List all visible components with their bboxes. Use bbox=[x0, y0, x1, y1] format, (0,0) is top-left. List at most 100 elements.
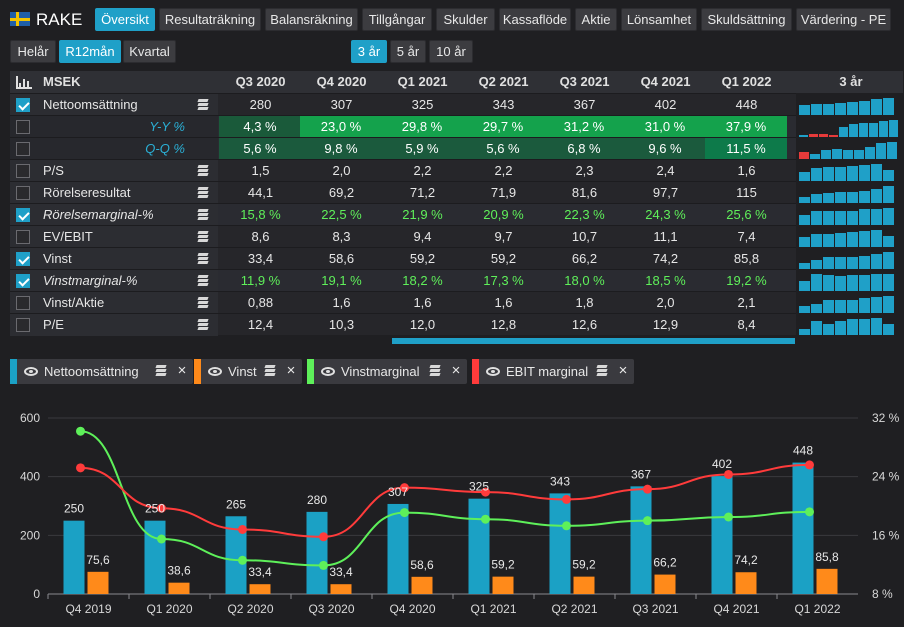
layers-icon[interactable] bbox=[197, 99, 209, 111]
legend-item-vinstmarginal[interactable]: Vinstmarginal × bbox=[307, 359, 467, 384]
bar-vinst[interactable] bbox=[249, 584, 271, 594]
bar-vinst[interactable] bbox=[330, 584, 352, 594]
line-point-vinstmarginal[interactable] bbox=[319, 560, 328, 570]
line-point-ebit-marginal[interactable] bbox=[76, 463, 85, 473]
row-checkbox[interactable] bbox=[16, 230, 30, 244]
row-checkbox[interactable] bbox=[16, 164, 30, 178]
layers-icon[interactable] bbox=[429, 365, 441, 377]
value-cell: 58,6 bbox=[328, 251, 355, 266]
bar-nettoomsättning[interactable] bbox=[468, 498, 490, 594]
line-point-ebit-marginal[interactable] bbox=[157, 503, 166, 513]
row-checkbox[interactable] bbox=[16, 98, 30, 112]
row-checkbox[interactable] bbox=[16, 274, 30, 288]
line-point-vinstmarginal[interactable] bbox=[400, 508, 409, 518]
close-icon[interactable]: × bbox=[286, 362, 296, 379]
line-point-ebit-marginal[interactable] bbox=[319, 532, 328, 542]
bar-nettoomsättning[interactable] bbox=[792, 462, 814, 594]
tab-skuldsättning[interactable]: Skuldsättning bbox=[701, 8, 792, 31]
bar-nettoomsättning[interactable] bbox=[306, 511, 328, 594]
layers-icon[interactable] bbox=[197, 209, 209, 221]
close-icon[interactable]: × bbox=[177, 362, 187, 379]
range-tab-3-år[interactable]: 3 år bbox=[351, 40, 387, 63]
line-point-ebit-marginal[interactable] bbox=[238, 524, 247, 534]
row-checkbox[interactable] bbox=[16, 120, 30, 134]
line-point-vinstmarginal[interactable] bbox=[562, 521, 571, 531]
tab-tillgångar[interactable]: Tillgångar bbox=[362, 8, 432, 31]
eye-icon[interactable] bbox=[486, 367, 500, 376]
close-icon[interactable]: × bbox=[451, 362, 461, 379]
bar-chart-icon[interactable] bbox=[16, 75, 32, 89]
line-point-ebit-marginal[interactable] bbox=[562, 494, 571, 504]
layers-icon[interactable] bbox=[197, 231, 209, 243]
layers-icon[interactable] bbox=[197, 275, 209, 287]
tab-skulder[interactable]: Skulder bbox=[436, 8, 495, 31]
bar-label: 58,6 bbox=[410, 558, 434, 572]
bar-nettoomsättning[interactable] bbox=[144, 520, 166, 594]
layers-icon[interactable] bbox=[596, 365, 608, 377]
tab-resultaträkning[interactable]: Resultaträkning bbox=[159, 8, 261, 31]
table-scrollbar[interactable] bbox=[392, 338, 795, 344]
range-tab-10-år[interactable]: 10 år bbox=[429, 40, 473, 63]
row-checkbox[interactable] bbox=[16, 318, 30, 332]
layers-icon[interactable] bbox=[197, 165, 209, 177]
sparkline-bar bbox=[859, 123, 868, 137]
line-point-vinstmarginal[interactable] bbox=[76, 426, 85, 436]
line-point-vinstmarginal[interactable] bbox=[157, 534, 166, 544]
layers-icon[interactable] bbox=[197, 297, 209, 309]
layers-icon[interactable] bbox=[264, 365, 276, 377]
bar-vinst[interactable] bbox=[168, 582, 190, 594]
line-point-ebit-marginal[interactable] bbox=[481, 487, 490, 497]
row-checkbox[interactable] bbox=[16, 252, 30, 266]
layers-icon[interactable] bbox=[197, 253, 209, 265]
legend-item-ebit-marginal[interactable]: EBIT marginal × bbox=[472, 359, 634, 384]
bar-vinst[interactable] bbox=[573, 576, 595, 594]
row-checkbox[interactable] bbox=[16, 208, 30, 222]
value-cell: 21,9 % bbox=[402, 207, 443, 222]
layers-icon[interactable] bbox=[197, 187, 209, 199]
layers-icon[interactable] bbox=[155, 365, 167, 377]
period-tab-r12mån[interactable]: R12mån bbox=[59, 40, 121, 63]
bar-nettoomsättning[interactable] bbox=[225, 516, 247, 594]
bar-vinst[interactable] bbox=[411, 576, 433, 594]
row-checkbox[interactable] bbox=[16, 186, 30, 200]
row-checkbox[interactable] bbox=[16, 296, 30, 310]
tab-aktie[interactable]: Aktie bbox=[575, 8, 617, 31]
close-icon[interactable]: × bbox=[618, 362, 628, 379]
bar-nettoomsättning[interactable] bbox=[387, 503, 409, 594]
line-point-vinstmarginal[interactable] bbox=[643, 516, 652, 526]
line-point-vinstmarginal[interactable] bbox=[724, 512, 733, 522]
period-tab-helår[interactable]: Helår bbox=[10, 40, 56, 63]
line-point-ebit-marginal[interactable] bbox=[643, 484, 652, 494]
bar-nettoomsättning[interactable] bbox=[549, 493, 571, 594]
tab-balansräkning[interactable]: Balansräkning bbox=[265, 8, 358, 31]
line-point-ebit-marginal[interactable] bbox=[805, 460, 814, 470]
layers-icon[interactable] bbox=[197, 319, 209, 331]
bar-vinst[interactable] bbox=[816, 568, 838, 594]
sparkline-bar bbox=[835, 192, 846, 203]
tab-värdering-pe[interactable]: Värdering - PE bbox=[796, 8, 891, 31]
bar-nettoomsättning[interactable] bbox=[63, 520, 85, 594]
legend-item-vinst[interactable]: Vinst × bbox=[194, 359, 302, 384]
bar-nettoomsättning[interactable] bbox=[711, 476, 733, 594]
line-point-ebit-marginal[interactable] bbox=[724, 469, 733, 479]
bar-vinst[interactable] bbox=[492, 576, 514, 594]
tab-översikt[interactable]: Översikt bbox=[95, 8, 155, 31]
tab-lönsamhet[interactable]: Lönsamhet bbox=[621, 8, 697, 31]
line-point-vinstmarginal[interactable] bbox=[805, 507, 814, 517]
eye-icon[interactable] bbox=[321, 367, 335, 376]
eye-icon[interactable] bbox=[208, 367, 222, 376]
period-tab-kvartal[interactable]: Kvartal bbox=[123, 40, 176, 63]
line-point-vinstmarginal[interactable] bbox=[481, 514, 490, 524]
range-tab-5-år[interactable]: 5 år bbox=[390, 40, 426, 63]
bar-vinst[interactable] bbox=[87, 571, 109, 594]
row-label-bg bbox=[10, 138, 218, 160]
line-point-vinstmarginal[interactable] bbox=[238, 555, 247, 565]
bar-vinst[interactable] bbox=[735, 572, 757, 594]
bar-vinst[interactable] bbox=[654, 574, 676, 594]
line-point-ebit-marginal[interactable] bbox=[400, 483, 409, 493]
row-checkbox[interactable] bbox=[16, 142, 30, 156]
bar-nettoomsättning[interactable] bbox=[630, 486, 652, 594]
eye-icon[interactable] bbox=[24, 367, 38, 376]
tab-kassaflöde[interactable]: Kassaflöde bbox=[499, 8, 571, 31]
legend-item-nettoomsättning[interactable]: Nettoomsättning × bbox=[10, 359, 193, 384]
